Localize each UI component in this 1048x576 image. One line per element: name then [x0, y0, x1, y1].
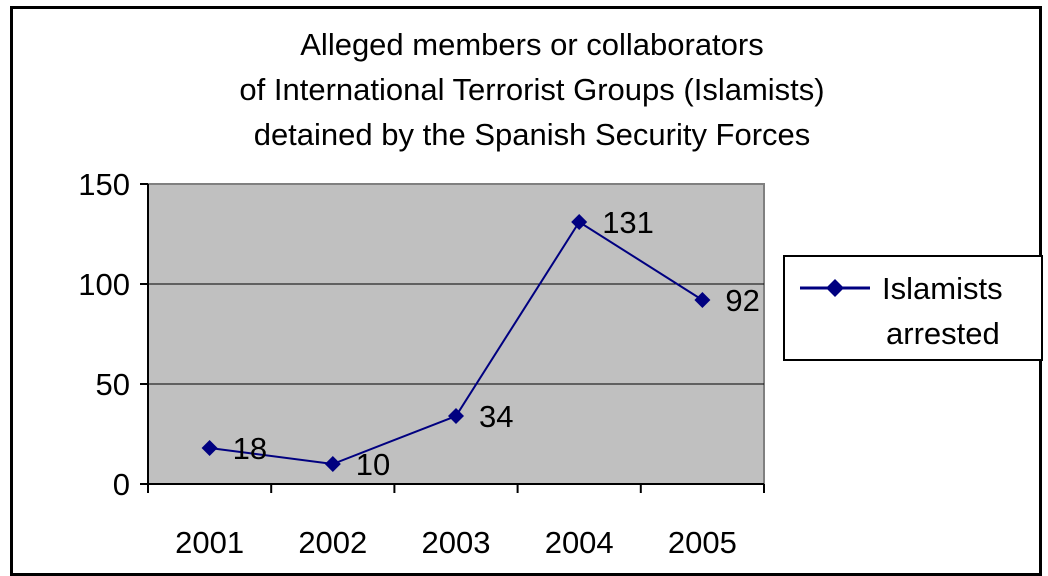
- legend: Islamists arrested: [783, 255, 1043, 361]
- y-tick-label-1: 50: [96, 367, 130, 402]
- data-point-2001: [201, 440, 218, 456]
- data-label-2001: 18: [233, 431, 267, 466]
- x-axis-ticks: 2001 2002 2003 2004 2005: [147, 484, 765, 560]
- data-point-2005: [694, 292, 711, 308]
- legend-marker-swatch: [826, 279, 844, 297]
- data-label-2004: 131: [602, 205, 654, 240]
- chart-title-line-2: of International Terrorist Groups (Islam…: [239, 72, 824, 107]
- x-tick-label-2004: 2004: [545, 525, 614, 560]
- y-tick-label-3: 150: [78, 167, 130, 202]
- axes: [147, 184, 764, 485]
- data-label-2003: 34: [479, 399, 513, 434]
- data-label-2005: 92: [725, 283, 759, 318]
- data-point-2002: [324, 456, 341, 472]
- legend-box: [783, 255, 1043, 361]
- data-label-2002: 10: [356, 447, 390, 482]
- y-axis-ticks: 0 50 100 150: [78, 167, 148, 502]
- chart-title-line-3: detained by the Spanish Security Forces: [254, 117, 811, 152]
- y-tick-label-0: 0: [113, 467, 130, 502]
- chart-title-line-1: Alleged members or collaborators: [300, 27, 764, 62]
- x-tick-label-2001: 2001: [175, 525, 244, 560]
- x-tick-label-2002: 2002: [298, 525, 367, 560]
- y-tick-label-2: 100: [78, 267, 130, 302]
- chart-title: Alleged members or collaborators of Inte…: [239, 27, 824, 152]
- x-tick-label-2005: 2005: [668, 525, 737, 560]
- data-point-2003: [448, 408, 464, 424]
- data-labels: 18 10 34 131 92: [233, 205, 760, 482]
- legend-label-line-1: Islamists: [882, 271, 1003, 306]
- x-tick-label-2003: 2003: [422, 525, 491, 560]
- series-islamists-arrested: [201, 214, 711, 472]
- legend-label-line-2: arrested: [886, 316, 1000, 351]
- data-point-2004: [571, 214, 588, 230]
- gridlines: [148, 283, 764, 385]
- plot-area: [147, 183, 765, 485]
